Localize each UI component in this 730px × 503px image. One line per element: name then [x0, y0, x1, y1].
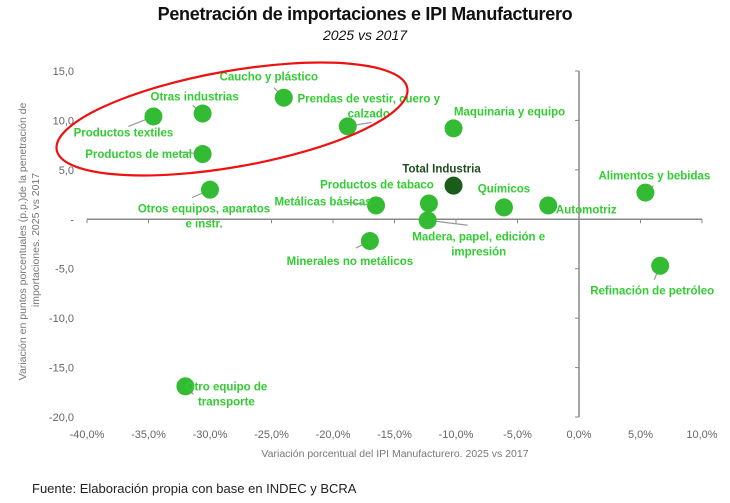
point-productos-de-metal: [193, 145, 212, 164]
point-madera-papel-edicion-e-impresion: [418, 211, 437, 230]
x-tick-label: -15,0%: [377, 429, 412, 441]
point-total-industria: [444, 176, 463, 195]
label-otros-equipos-aparatos-e-instr: Otros equipos, aparatos e instr.: [138, 204, 270, 231]
x-tick-label: 5,0%: [628, 429, 653, 441]
point-alimentos-y-bebidas: [636, 183, 655, 202]
point-otras-industrias: [193, 104, 212, 123]
label-line: Alimentos y bebidas: [598, 171, 710, 183]
annotations: [55, 61, 409, 177]
point-maquinaria-y-equipo: [444, 119, 463, 138]
label-total-industria: Total Industria: [402, 164, 481, 176]
point-metalicas-basicas: [367, 196, 386, 215]
label-line: impresión: [451, 246, 506, 258]
y-tick-label: 15,0: [53, 66, 74, 78]
label-quimicos: Químicos: [478, 183, 530, 195]
label-caucho-y-plastico: Caucho y plástico: [220, 72, 318, 84]
label-line: Otros equipos, aparatos: [138, 204, 270, 216]
y-axis-title: Variación en puntos porcentuales (p.p.)d…: [17, 100, 42, 381]
label-automotriz: Automotriz: [556, 204, 617, 216]
label-productos-textiles: Productos textiles: [74, 127, 174, 139]
y-tick-label: -5,0: [55, 264, 74, 276]
label-line: Productos de tabaco: [320, 179, 434, 191]
point-otro-equipo-de-transporte: [176, 377, 195, 396]
leader-lines: [128, 87, 661, 395]
y-tick-label: -20,0: [49, 412, 74, 424]
point-otros-equipos-aparatos-e-instr: [201, 180, 219, 199]
label-line: Total Industria: [402, 164, 481, 176]
label-line: Maquinaria y equipo: [454, 106, 565, 118]
label-maquinaria-y-equipo: Maquinaria y equipo: [454, 106, 565, 118]
label-line: Otras industrias: [151, 92, 239, 104]
label-otro-equipo-de-transporte: Otro equipo de transporte: [186, 381, 268, 408]
point-productos-textiles: [144, 107, 163, 126]
label-metalicas-basicas: Metálicas básicas: [274, 196, 371, 208]
label-alimentos-y-bebidas: Alimentos y bebidas: [598, 171, 710, 183]
label-line: calzado: [348, 108, 390, 120]
source-note: Fuente: Elaboración propia con base en I…: [32, 481, 357, 496]
x-tick-label: -25,0%: [254, 429, 289, 441]
label-line: e instr.: [185, 219, 222, 231]
y-tick-label: -: [70, 214, 74, 226]
data-points: [144, 88, 670, 396]
x-tick-label: -10,0%: [439, 429, 474, 441]
y-tick-label: -10,0: [49, 313, 74, 325]
chart-subtitle: 2025 vs 2017: [322, 27, 408, 43]
label-minerales-no-metalicos: Minerales no metálicos: [287, 256, 414, 268]
label-line: Productos textiles: [74, 127, 174, 139]
label-line: Caucho y plástico: [220, 72, 318, 84]
x-axis-title: Variación porcentual del IPI Manufacture…: [261, 448, 528, 460]
label-line: Automotriz: [556, 204, 617, 216]
y-axis-title-line-1: Variación en puntos porcentuales (p.p.)d…: [17, 102, 29, 380]
label-productos-de-metal: Productos de metal: [85, 149, 192, 161]
y-axis-title-line-2: importaciones. 2025 vs 2017: [30, 173, 42, 307]
label-line: Minerales no metálicos: [287, 256, 414, 268]
label-refinacion-de-petroleo: Refinación de petróleo: [590, 286, 714, 298]
x-tick-label: -30,0%: [193, 429, 228, 441]
y-tick-label: -15,0: [49, 363, 74, 375]
x-tick-label: 10,0%: [686, 429, 717, 441]
x-tick-label: 0,0%: [566, 429, 591, 441]
x-tick-label: -35,0%: [131, 429, 166, 441]
axes: [86, 70, 703, 418]
point-automotriz: [539, 196, 558, 215]
highlight-ellipse: [55, 61, 409, 177]
label-line: transporte: [198, 396, 255, 408]
point-quimicos: [494, 198, 513, 217]
label-productos-de-tabaco: Productos de tabaco: [320, 179, 434, 191]
chart-title: Penetración de importaciones e IPI Manuf…: [157, 4, 573, 24]
point-labels: Productos textiles Otras industrias Produc…: [74, 72, 715, 409]
x-tick-label: -20,0%: [316, 429, 351, 441]
label-otras-industrias: Otras industrias: [151, 92, 239, 104]
y-tick-label: 10,0: [53, 115, 74, 127]
point-prendas-de-vestir-cuero-y-calzado: [338, 117, 357, 136]
tick-labels: -40,0% -35,0% -30,0% -25,0% -20,0% -15,0% -10,…: [49, 66, 718, 441]
point-productos-de-tabaco: [419, 194, 438, 213]
label-line: Prendas de vestir, cuero y: [297, 93, 440, 105]
label-line: Químicos: [478, 183, 530, 195]
x-tick-label: -5,0%: [503, 429, 532, 441]
point-caucho-y-plastico: [274, 88, 293, 107]
label-line: Refinación de petróleo: [590, 286, 714, 298]
label-prendas-de-vestir-cuero-y-calzado: Prendas de vestir, cuero y calzado: [297, 93, 440, 120]
y-tick-label: 5,0: [59, 165, 74, 177]
point-minerales-no-metalicos: [360, 232, 379, 251]
label-line: Madera, papel, edición e: [412, 231, 545, 243]
label-line: Otro equipo de: [186, 381, 268, 393]
label-line: Productos de metal: [85, 149, 192, 161]
label-madera-papel-edicion-e-impresion: Madera, papel, edición e impresión: [412, 231, 545, 258]
point-refinacion-de-petroleo: [651, 256, 670, 275]
x-tick-label: -40,0%: [70, 429, 105, 441]
label-line: Metálicas básicas: [274, 196, 371, 208]
